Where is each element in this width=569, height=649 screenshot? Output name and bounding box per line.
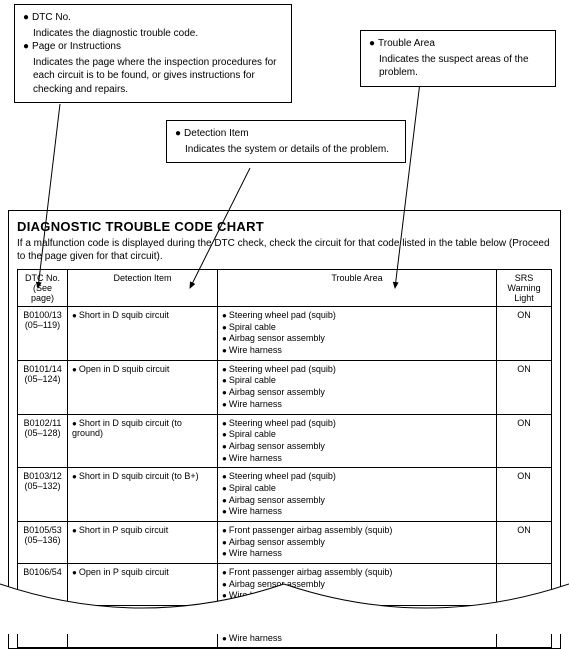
chart-title: DIAGNOSTIC TROUBLE CODE CHART xyxy=(17,219,552,234)
trouble-area-item: Wire harness xyxy=(222,548,492,560)
cell-dtc: B0102/11 (05–128) xyxy=(18,414,68,468)
trouble-area-item: Front passenger airbag assembly (squib) xyxy=(222,525,492,537)
cell-dtc: B0103/12 (05–132) xyxy=(18,468,68,522)
cell-detection: Short in D squib circuit (to ground) xyxy=(68,414,218,468)
cell-dtc: B0106/54 xyxy=(18,564,68,606)
col-srs-header: SRS Warning Light xyxy=(497,270,552,307)
cell-detection: Short in D squib circuit xyxy=(68,307,218,361)
cell-trouble-area: Steering wheel pad (squib)Spiral cableAi… xyxy=(218,468,497,522)
cell-srs: ON xyxy=(497,307,552,361)
trouble-area-item: Steering wheel pad (squib) xyxy=(222,418,492,430)
trouble-area-item: Wire harness xyxy=(222,590,492,602)
table-row: B0101/14 (05–124)Open in D squib circuit… xyxy=(18,360,552,414)
table-row: p circuit (to Ground)Front passenger air… xyxy=(18,606,552,648)
col-dtc-header: DTC No. (See page) xyxy=(18,270,68,307)
trouble-area-item: Spiral cable xyxy=(222,375,492,387)
dtc-chart: DIAGNOSTIC TROUBLE CODE CHART If a malfu… xyxy=(8,210,561,649)
cell-detection: Open in P squib circuit xyxy=(68,564,218,606)
trouble-area-item: Airbag sensor assembly xyxy=(222,441,492,453)
callout-dtc-heading1: DTC No. xyxy=(23,12,71,23)
cell-detection: Short in P squib circuit xyxy=(68,522,218,564)
cell-detection: p circuit (to Ground) xyxy=(68,606,218,648)
trouble-area-item: Wire harness xyxy=(222,506,492,518)
trouble-area-item: Wire harness xyxy=(222,633,492,645)
trouble-area-item: Airbag sensor assembly xyxy=(222,387,492,399)
callout-trouble-heading: Trouble Area xyxy=(369,38,435,49)
table-row: B0100/13 (05–119)Short in D squib circui… xyxy=(18,307,552,361)
col-detection-header: Detection Item xyxy=(68,270,218,307)
cell-srs xyxy=(497,606,552,648)
trouble-area-item: Wire harness xyxy=(222,345,492,357)
table-row: B0102/11 (05–128)Short in D squib circui… xyxy=(18,414,552,468)
cell-dtc: B0105/53 (05–136) xyxy=(18,522,68,564)
cell-dtc xyxy=(18,606,68,648)
table-row: B0103/12 (05–132)Short in D squib circui… xyxy=(18,468,552,522)
cell-trouble-area: Steering wheel pad (squib)Spiral cableAi… xyxy=(218,307,497,361)
callout-detection-heading: Detection Item xyxy=(175,128,249,139)
cell-srs: ON xyxy=(497,360,552,414)
col-trouble-header: Trouble Area xyxy=(218,270,497,307)
trouble-area-item: Wire harness xyxy=(222,453,492,465)
trouble-area-item: Airbag sensor assembly xyxy=(222,495,492,507)
trouble-area-item: Front passenger airbag assembly (squib) xyxy=(222,567,492,579)
callout-dtc-text1: Indicates the diagnostic trouble code. xyxy=(33,27,283,41)
callout-trouble-text: Indicates the suspect areas of the probl… xyxy=(379,53,547,80)
trouble-area-item: Airbag sensor assembly xyxy=(222,579,492,591)
cell-trouble-area: Steering wheel pad (squib)Spiral cableAi… xyxy=(218,414,497,468)
table-row: B0106/54Open in P squib circuitFront pas… xyxy=(18,564,552,606)
trouble-area-item: Wire harness xyxy=(222,399,492,411)
chart-note: If a malfunction code is displayed durin… xyxy=(17,237,552,263)
table-row: B0105/53 (05–136)Short in P squib circui… xyxy=(18,522,552,564)
cell-trouble-area: Steering wheel pad (squib)Spiral cableAi… xyxy=(218,360,497,414)
trouble-area-item: Airbag sensor assembly xyxy=(222,333,492,345)
callout-detection-text: Indicates the system or details of the p… xyxy=(185,143,397,157)
callout-detection: Detection Item Indicates the system or d… xyxy=(166,120,406,163)
trouble-area-item: Steering wheel pad (squib) xyxy=(222,471,492,483)
cell-trouble-area: Front passenger airbag assembly (squib)A… xyxy=(218,564,497,606)
trouble-area-item: Spiral cable xyxy=(222,322,492,334)
callout-trouble: Trouble Area Indicates the suspect areas… xyxy=(360,30,556,87)
trouble-area-item: Airbag sensor assembly xyxy=(222,537,492,549)
cell-srs xyxy=(497,564,552,606)
cell-detection: Short in D squib circuit (to B+) xyxy=(68,468,218,522)
callout-dtc-heading2: Page or Instructions xyxy=(23,41,121,52)
callout-dtc: DTC No. Indicates the diagnostic trouble… xyxy=(14,4,292,103)
cell-srs: ON xyxy=(497,414,552,468)
trouble-area-item: Steering wheel pad (squib) xyxy=(222,310,492,322)
trouble-area-item: Spiral cable xyxy=(222,483,492,495)
trouble-area-item: Steering wheel pad (squib) xyxy=(222,364,492,376)
dtc-table: DTC No. (See page) Detection Item Troubl… xyxy=(17,269,552,648)
cell-trouble-area: Front passenger airbag assembly (squib)A… xyxy=(218,606,497,648)
trouble-area-item: Airbag sensor assembly xyxy=(222,621,492,633)
cell-detection: Open in D squib circuit xyxy=(68,360,218,414)
cell-srs: ON xyxy=(497,522,552,564)
trouble-area-item: Front passenger airbag assembly (squib) xyxy=(222,609,492,621)
cell-srs: ON xyxy=(497,468,552,522)
callout-dtc-text2: Indicates the page where the inspection … xyxy=(33,56,283,97)
table-header-row: DTC No. (See page) Detection Item Troubl… xyxy=(18,270,552,307)
cell-dtc: B0101/14 (05–124) xyxy=(18,360,68,414)
cell-dtc: B0100/13 (05–119) xyxy=(18,307,68,361)
cell-trouble-area: Front passenger airbag assembly (squib)A… xyxy=(218,522,497,564)
trouble-area-item: Spiral cable xyxy=(222,429,492,441)
